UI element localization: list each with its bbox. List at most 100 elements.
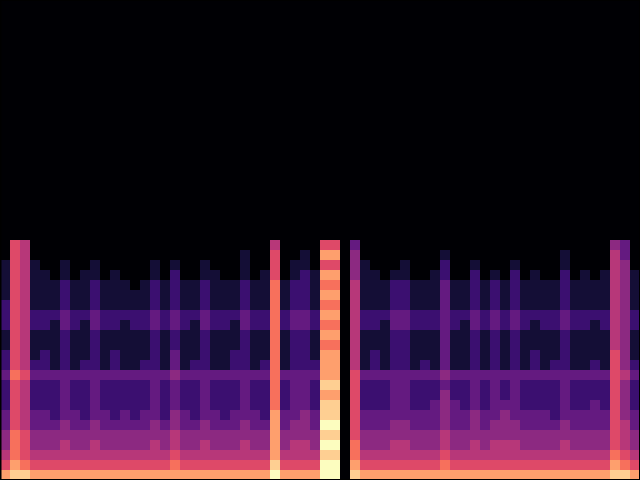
heatmap-cell	[70, 470, 81, 480]
heatmap-cell	[40, 300, 51, 311]
heatmap-cell	[220, 310, 231, 321]
heatmap-cell	[230, 330, 241, 341]
heatmap-cell	[30, 420, 41, 431]
heatmap-cell	[560, 460, 571, 471]
heatmap-cell	[380, 260, 391, 271]
heatmap-cell	[270, 300, 281, 311]
heatmap-cell	[380, 270, 391, 281]
heatmap-cell	[290, 260, 301, 271]
heatmap-cell	[590, 290, 601, 301]
heatmap-cell	[10, 360, 21, 371]
heatmap-cell	[210, 410, 221, 421]
heatmap-cell	[180, 320, 191, 331]
heatmap-cell	[310, 290, 321, 301]
heatmap-cell	[480, 350, 491, 361]
heatmap-cell	[210, 430, 221, 441]
heatmap-cell	[250, 410, 261, 421]
heatmap-cell	[180, 350, 191, 361]
heatmap-cell	[180, 340, 191, 351]
heatmap-cell	[30, 270, 41, 281]
heatmap-cell	[330, 250, 341, 261]
heatmap-cell	[280, 330, 291, 341]
heatmap-cell	[330, 350, 341, 361]
heatmap-cell	[550, 380, 561, 391]
heatmap-cell	[20, 350, 31, 361]
heatmap-cell	[600, 270, 611, 281]
heatmap-cell	[10, 310, 21, 321]
heatmap-cell	[520, 470, 531, 480]
heatmap-cell	[460, 410, 471, 421]
heatmap-cell	[70, 460, 81, 471]
heatmap-cell	[40, 310, 51, 321]
heatmap-cell	[440, 460, 451, 471]
heatmap-cell	[320, 330, 331, 341]
heatmap-cell	[430, 440, 441, 451]
heatmap-cell	[240, 370, 251, 381]
heatmap-cell	[10, 340, 21, 351]
heatmap-cell	[220, 370, 231, 381]
heatmap-cell	[290, 410, 301, 421]
heatmap-cell	[160, 400, 171, 411]
heatmap-cell	[340, 440, 351, 451]
heatmap-cell	[490, 390, 501, 401]
heatmap-cell	[70, 410, 81, 421]
heatmap-cell	[230, 240, 241, 251]
heatmap-cell	[350, 240, 361, 251]
heatmap-cell	[40, 400, 51, 411]
heatmap-cell	[250, 440, 261, 451]
heatmap-cell	[390, 360, 401, 371]
heatmap-cell	[480, 460, 491, 471]
heatmap-cell	[340, 330, 351, 341]
heatmap-cell	[140, 420, 151, 431]
heatmap-cell	[80, 350, 91, 361]
heatmap-cell	[220, 270, 231, 281]
heatmap-cell	[260, 380, 271, 391]
heatmap-cell	[160, 290, 171, 301]
heatmap-cell	[170, 380, 181, 391]
heatmap-cell	[300, 300, 311, 311]
heatmap-cell	[20, 270, 31, 281]
heatmap-cell	[560, 420, 571, 431]
heatmap-cell	[190, 240, 201, 251]
heatmap-cell	[200, 320, 211, 331]
heatmap-cell	[320, 250, 331, 261]
heatmap-cell	[370, 270, 381, 281]
heatmap-cell	[520, 320, 531, 331]
heatmap-cell	[210, 420, 221, 431]
heatmap-cell	[420, 330, 431, 341]
heatmap-cell	[340, 420, 351, 431]
heatmap-cell	[270, 320, 281, 331]
heatmap-cell	[390, 250, 401, 261]
heatmap-cell	[120, 270, 131, 281]
heatmap-cell	[240, 320, 251, 331]
heatmap-cell	[500, 260, 511, 271]
heatmap-cell	[420, 450, 431, 461]
heatmap-cell	[300, 470, 311, 480]
heatmap-cell	[530, 310, 541, 321]
heatmap-cell	[360, 420, 371, 431]
heatmap-cell	[240, 380, 251, 391]
heatmap-cell	[630, 450, 640, 461]
heatmap-cell	[290, 280, 301, 291]
heatmap-cell	[40, 350, 51, 361]
heatmap-cell	[40, 330, 51, 341]
heatmap-cell	[390, 420, 401, 431]
heatmap-cell	[440, 280, 451, 291]
heatmap-cell	[60, 300, 71, 311]
heatmap-cell	[520, 280, 531, 291]
heatmap-cell	[390, 380, 401, 391]
heatmap-cell	[310, 330, 321, 341]
heatmap-cell	[480, 390, 491, 401]
heatmap-cell	[360, 350, 371, 361]
heatmap-cell	[60, 240, 71, 251]
heatmap-cell	[520, 420, 531, 431]
heatmap-cell	[280, 260, 291, 271]
heatmap-cell	[570, 240, 581, 251]
heatmap-cell	[100, 290, 111, 301]
heatmap-cell	[320, 280, 331, 291]
heatmap-cell	[250, 270, 261, 281]
heatmap-cell	[460, 420, 471, 431]
heatmap-cell	[220, 260, 231, 271]
heatmap-cell	[280, 470, 291, 480]
heatmap-cell	[430, 280, 441, 291]
